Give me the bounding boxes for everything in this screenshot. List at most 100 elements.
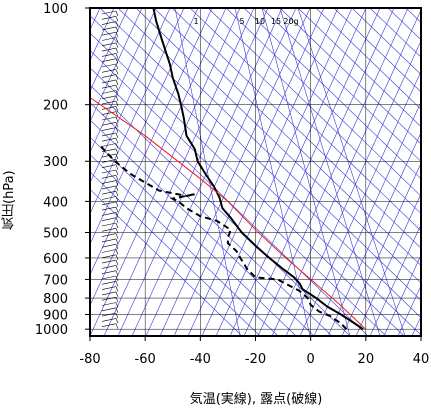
x-tick-label: -60 <box>135 352 156 367</box>
wind-barb <box>101 212 117 216</box>
isotherm-line <box>90 8 213 276</box>
wind-barb-tick <box>115 212 119 218</box>
wind-barb <box>101 143 117 147</box>
mixing-ratio-line <box>279 8 381 336</box>
wind-barb <box>101 127 117 131</box>
x-tick-label: -80 <box>79 352 100 367</box>
wind-barb-tick <box>115 238 119 245</box>
wind-barb <box>101 132 117 137</box>
wind-barb <box>101 302 117 306</box>
x-tick-label: 40 <box>413 352 430 367</box>
series-line-1 <box>100 145 348 330</box>
x-tick-label: -20 <box>245 352 266 367</box>
wind-barb <box>101 159 117 163</box>
mixing-ratio-label: 10 <box>255 17 265 26</box>
isotherm-line <box>90 8 199 245</box>
wind-barb <box>101 185 117 190</box>
wind-barb-tick <box>115 233 119 239</box>
mixing-ratio-line <box>261 8 351 336</box>
isotherm-line <box>229 8 381 336</box>
wind-barb-tick <box>115 32 119 38</box>
mixing-ratio-label: 15 <box>271 17 281 26</box>
wind-barb <box>101 74 117 78</box>
isotherm-line <box>103 8 255 336</box>
wind-barb <box>101 58 117 62</box>
isotherm-line <box>327 131 421 336</box>
wind-barb-tick <box>115 132 119 139</box>
isotherm-line <box>187 8 339 336</box>
dry-adiabat-line <box>279 8 421 145</box>
wind-barb-tick <box>115 307 119 313</box>
wind-barb <box>101 222 117 227</box>
series-line-0 <box>152 8 364 331</box>
wind-barb-tick <box>115 53 119 59</box>
isotherm-line <box>90 8 143 123</box>
wind-barb <box>101 137 117 142</box>
wind-barb-tick <box>115 138 119 144</box>
wind-barb-tick <box>115 26 119 33</box>
wind-barb-tick <box>115 90 119 96</box>
x-axis-label: 気温(実線), 露点(破線) <box>189 392 323 407</box>
x-tick-label: -40 <box>190 352 211 367</box>
isotherm-line <box>271 9 421 336</box>
wind-barb <box>101 318 117 322</box>
y-tick-label: 100 <box>43 2 68 17</box>
mixing-ratio-line <box>174 8 241 336</box>
dry-adiabat-line <box>189 8 421 232</box>
wind-barb-tick <box>115 111 119 117</box>
wind-barb-tick <box>115 58 119 64</box>
wind-barb <box>101 217 117 221</box>
wind-barb-tick <box>115 180 119 186</box>
wind-barb-tick <box>115 302 119 308</box>
y-tick-label: 700 <box>43 273 68 288</box>
wind-barb-tick <box>115 244 119 250</box>
dry-adiabat-line <box>225 8 421 197</box>
mixing-ratio-line <box>297 8 406 336</box>
isotherm-line <box>369 223 421 336</box>
wind-barb-tick <box>115 228 119 234</box>
wind-barb <box>101 275 117 280</box>
dry-adiabat-line <box>261 8 421 162</box>
x-tick-label: 20 <box>358 352 375 367</box>
wind-barb-tick <box>115 42 119 48</box>
isotherm-line <box>145 8 297 336</box>
wind-barb-tick <box>115 122 119 128</box>
dry-adiabat-line <box>117 8 421 301</box>
wind-barb-tick <box>115 297 119 303</box>
wind-barb <box>101 84 117 89</box>
wind-barb-tick <box>115 281 119 287</box>
wind-barb <box>101 116 117 121</box>
wind-barb-tick <box>115 153 119 160</box>
wind-barb <box>101 286 117 290</box>
wind-barb <box>101 69 117 73</box>
wind-barb-tick <box>115 217 119 223</box>
wind-barb <box>101 42 117 47</box>
wind-barb <box>101 196 117 200</box>
wind-barb-tick <box>115 21 119 27</box>
plot-area <box>90 8 421 336</box>
isotherm-line <box>313 101 421 336</box>
wind-barb-tick <box>115 148 119 154</box>
wind-barb-tick <box>115 259 119 266</box>
wind-barb <box>101 270 117 274</box>
mixing-ratio-label: 20g <box>283 17 298 26</box>
x-tick-label: 0 <box>307 352 315 367</box>
dry-adiabat-line <box>297 8 421 128</box>
wind-barb <box>101 31 117 36</box>
wind-barb <box>101 254 117 259</box>
dry-adiabat-line <box>90 32 405 336</box>
dry-adiabat-line <box>153 8 421 266</box>
wind-barb <box>101 259 117 264</box>
wind-barb-tick <box>115 37 119 43</box>
wind-barb-tick <box>115 47 119 54</box>
isotherm-line <box>355 193 421 336</box>
wind-barb-tick <box>115 275 119 282</box>
isotherm-line <box>201 8 353 336</box>
isotherm-line <box>299 70 421 336</box>
wind-barb-tick <box>115 191 119 197</box>
wind-barb-tick <box>115 10 119 17</box>
wind-barb-tick <box>115 106 119 112</box>
wind-barb-tick <box>115 69 119 75</box>
wind-barb <box>101 21 117 25</box>
